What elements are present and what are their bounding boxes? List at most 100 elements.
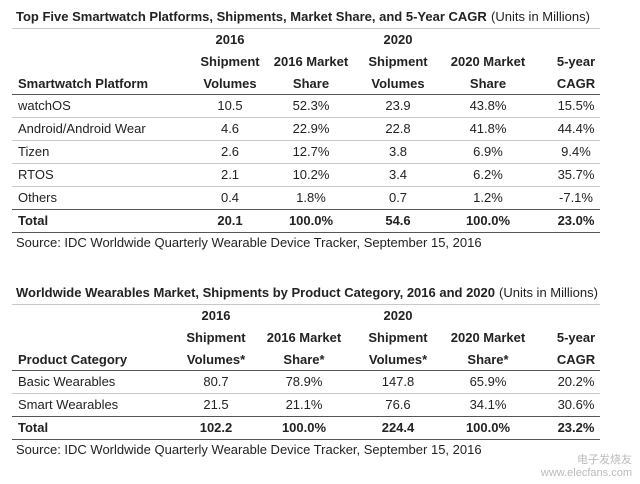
rule — [12, 439, 600, 440]
column-header: 5-year — [556, 54, 596, 69]
cell: 4.6 — [220, 120, 240, 136]
column-header: Volumes — [203, 76, 257, 91]
cell: 147.8 — [381, 373, 415, 389]
rule — [12, 28, 600, 29]
column-header: Shipment — [186, 330, 246, 345]
row-label: RTOS — [18, 166, 54, 182]
row-label: Others — [18, 189, 58, 205]
cell: 21.1% — [285, 396, 323, 412]
cell: 6.2% — [473, 166, 503, 182]
rule — [12, 186, 600, 187]
cell: 76.6 — [385, 396, 411, 412]
cell: 12.7% — [292, 143, 330, 159]
cell: 22.9% — [292, 120, 330, 136]
rule — [12, 232, 600, 233]
cell: 34.1% — [469, 396, 507, 412]
total-cell: 100.0% — [465, 419, 511, 435]
rule — [12, 416, 600, 417]
column-header: 2016 Market — [266, 330, 342, 345]
rule — [12, 304, 600, 305]
total-label: Total — [18, 212, 49, 228]
cell: 2.6 — [220, 143, 240, 159]
total-cell: 224.4 — [381, 419, 415, 435]
column-header: 2020 — [383, 32, 413, 47]
total-cell: 102.2 — [199, 419, 233, 435]
total-cell: 23.0% — [557, 212, 595, 228]
column-header: Volumes* — [368, 352, 428, 367]
total-cell: 20.1 — [217, 212, 243, 228]
column-header: Product Category — [18, 352, 128, 367]
column-header: Share* — [467, 352, 509, 367]
table-title-note: (Units in Millions) — [499, 285, 598, 300]
column-header: 2016 — [201, 308, 231, 323]
table-title-note: (Units in Millions) — [491, 9, 590, 24]
cell: 10.2% — [292, 166, 330, 182]
cell: 0.4 — [220, 189, 240, 205]
column-header: CAGR — [556, 76, 596, 91]
source-note: Source: IDC Worldwide Quarterly Wearable… — [16, 442, 482, 457]
cell: 2.1 — [220, 166, 240, 182]
cell: 44.4% — [557, 120, 595, 136]
rule — [12, 94, 600, 95]
cell: 0.7 — [388, 189, 408, 205]
cell: -7.1% — [559, 189, 593, 205]
column-header: 5-year — [556, 330, 596, 345]
column-header: 2016 — [215, 32, 245, 47]
cell: 10.5 — [217, 97, 243, 113]
cell: 3.4 — [388, 166, 408, 182]
total-cell: 54.6 — [385, 212, 411, 228]
cell: 80.7 — [203, 373, 229, 389]
cell: 9.4% — [561, 143, 591, 159]
total-label: Total — [18, 419, 49, 435]
column-header: Share* — [283, 352, 325, 367]
cell: 35.7% — [557, 166, 595, 182]
column-header: Smartwatch Platform — [18, 76, 149, 91]
cell: 30.6% — [557, 396, 595, 412]
source-note: Source: IDC Worldwide Quarterly Wearable… — [16, 235, 482, 250]
rule — [12, 209, 600, 210]
rule — [12, 163, 600, 164]
column-header: Shipment — [368, 54, 428, 69]
cell: 15.5% — [557, 97, 595, 113]
cell: 20.2% — [557, 373, 595, 389]
watermark-text: www.elecfans.com — [540, 467, 632, 479]
column-header: Share — [469, 76, 507, 91]
column-header: 2020 — [383, 308, 413, 323]
column-header: Shipment — [200, 54, 260, 69]
column-header: Shipment — [368, 330, 428, 345]
cell: 1.8% — [296, 189, 326, 205]
cell: 52.3% — [292, 97, 330, 113]
cell: 3.8 — [388, 143, 408, 159]
rule — [12, 370, 600, 371]
total-cell: 23.2% — [557, 419, 595, 435]
column-header: 2020 Market — [450, 330, 526, 345]
watermark: 电子发烧友 www.elecfans.com — [541, 454, 632, 480]
column-header: Volumes — [371, 76, 425, 91]
column-header: 2016 Market — [273, 54, 349, 69]
cell: 22.8 — [385, 120, 411, 136]
column-header: Volumes* — [186, 352, 246, 367]
total-cell: 100.0% — [288, 212, 334, 228]
cell: 65.9% — [469, 373, 507, 389]
rule — [12, 393, 600, 394]
table-title: Top Five Smartwatch Platforms, Shipments… — [16, 9, 487, 24]
row-label: Basic Wearables — [18, 373, 116, 389]
cell: 21.5 — [203, 396, 229, 412]
column-header: CAGR — [556, 352, 596, 367]
cell: 78.9% — [285, 373, 323, 389]
cell: 6.9% — [473, 143, 503, 159]
cell: 41.8% — [469, 120, 507, 136]
total-cell: 100.0% — [281, 419, 327, 435]
row-label: Tizen — [18, 143, 50, 159]
cell: 1.2% — [473, 189, 503, 205]
table-title: Worldwide Wearables Market, Shipments by… — [16, 285, 495, 300]
row-label: Android/Android Wear — [18, 120, 146, 136]
row-label: watchOS — [18, 97, 71, 113]
total-cell: 100.0% — [465, 212, 511, 228]
rule — [12, 117, 600, 118]
column-header: Share — [292, 76, 330, 91]
rule — [12, 140, 600, 141]
cell: 43.8% — [469, 97, 507, 113]
row-label: Smart Wearables — [18, 396, 119, 412]
